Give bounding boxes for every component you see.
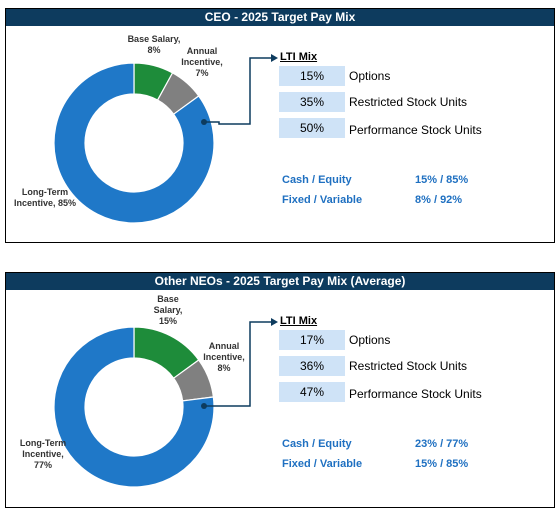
neo-pay-mix-panel: Other NEOs - 2025 Target Pay Mix (Averag… xyxy=(5,272,555,508)
neo-rsu-pct: 36% xyxy=(279,356,345,376)
neo-options-label: Options xyxy=(349,333,391,347)
ceo-pay-mix-donut xyxy=(53,54,278,224)
ceo-psu-pct: 50% xyxy=(279,118,345,138)
ceo-base-salary-label: Base Salary, 8% xyxy=(127,34,181,55)
ceo-annual-incentive-label: Annual Incentive, 7% xyxy=(181,46,223,78)
ceo-long-term-incentive-slice xyxy=(53,62,215,224)
ceo-panel-title: CEO - 2025 Target Pay Mix xyxy=(6,9,554,26)
ceo-fixed-variable-value: 8% / 92% xyxy=(415,194,463,206)
neo-psu-pct: 47% xyxy=(279,382,345,402)
neo-fixed-variable-label: Fixed / Variable xyxy=(282,458,363,470)
ceo-rsu-pct: 35% xyxy=(279,92,345,112)
neo-base-salary-label: Base Salary, 15% xyxy=(153,294,183,326)
ceo-rsu-label: Restricted Stock Units xyxy=(349,95,468,109)
neo-lti-mix-title: LTI Mix xyxy=(280,315,318,327)
ceo-lti-label: Long-Term Incentive, 85% xyxy=(13,187,77,208)
neo-annual-incentive-label: Annual Incentive, 8% xyxy=(203,341,245,373)
neo-lti-label: Long-Term Incentive, 77% xyxy=(19,438,67,470)
neo-lti-connector-dot xyxy=(201,403,207,409)
neo-cash-equity-value: 23% / 77% xyxy=(415,438,469,450)
ceo-options-label: Options xyxy=(349,69,391,83)
neo-panel-title: Other NEOs - 2025 Target Pay Mix (Averag… xyxy=(6,273,554,290)
neo-psu-label: Performance Stock Units xyxy=(349,387,482,401)
neo-lti-arrowhead xyxy=(271,318,278,326)
ceo-lti-connector-line xyxy=(204,57,271,125)
ceo-fixed-variable-label: Fixed / Variable xyxy=(282,194,363,206)
ceo-lti-connector-dot xyxy=(201,119,207,125)
neo-lti-connector-line xyxy=(204,321,271,407)
ceo-cash-equity-value: 15% / 85% xyxy=(415,174,469,186)
ceo-lti-mix-title: LTI Mix xyxy=(280,51,318,63)
ceo-pay-mix-panel: CEO - 2025 Target Pay Mix Base Salary, 8… xyxy=(5,8,555,243)
neo-pay-mix-donut xyxy=(53,318,278,488)
neo-rsu-label: Restricted Stock Units xyxy=(349,359,468,373)
neo-cash-equity-label: Cash / Equity xyxy=(282,438,352,450)
neo-fixed-variable-value: 15% / 85% xyxy=(415,458,469,470)
ceo-options-pct: 15% xyxy=(279,66,345,86)
neo-long-term-incentive-slice xyxy=(53,326,215,488)
ceo-lti-arrowhead xyxy=(271,54,278,62)
neo-options-pct: 17% xyxy=(279,330,345,350)
ceo-psu-label: Performance Stock Units xyxy=(349,123,482,137)
ceo-cash-equity-label: Cash / Equity xyxy=(282,174,352,186)
